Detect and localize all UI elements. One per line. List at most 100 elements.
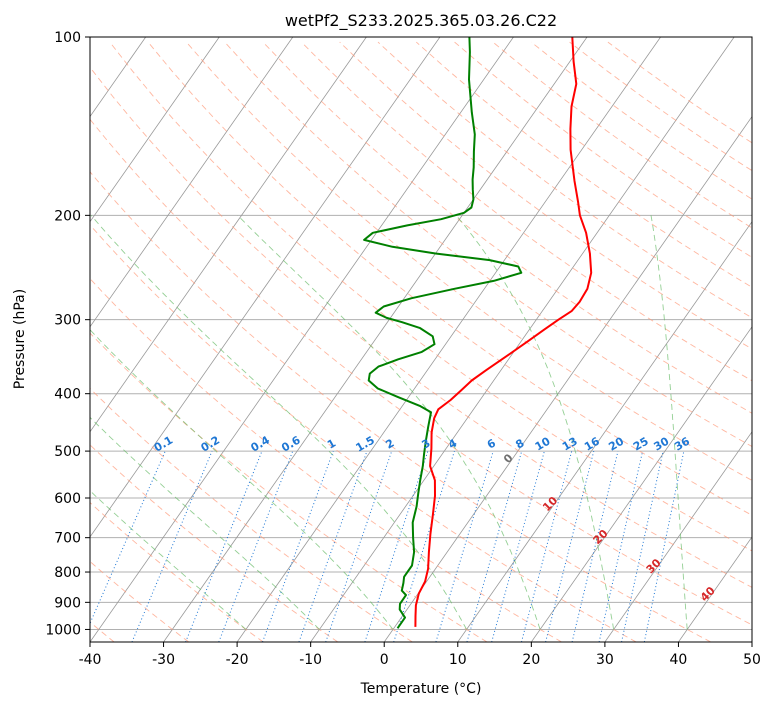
- x-axis: -40 -30 -20 -10 0 10 20 30 40 50: [79, 642, 761, 668]
- dry-adiabat-line: [90, 118, 752, 626]
- x-tick-label: 50: [743, 652, 761, 668]
- isotherm-line: [310, 37, 735, 642]
- x-tick-label: 10: [449, 652, 467, 668]
- x-tick-label: 40: [670, 652, 688, 668]
- chart-title: wetPf2_S233.2025.365.03.26.C22: [285, 11, 557, 31]
- dry-adiabat-line: [186, 41, 752, 481]
- dewpoint-profile-line: [363, 37, 523, 629]
- moist-adiabat-line: [90, 215, 467, 630]
- mixing-ratio-line: [491, 450, 545, 642]
- isotherm-line: [90, 37, 441, 538]
- line-labels: 0.10.20.40.611.52346810131620253036-100-…: [63, 418, 718, 604]
- dry-adiabat-line: [569, 41, 752, 172]
- mixing-ratio-line: [364, 450, 429, 642]
- isotherm-line: [531, 326, 752, 642]
- y-tick-label: 800: [54, 565, 81, 581]
- dry-adiabat-line: [90, 332, 488, 642]
- isotherm-line: [163, 37, 588, 642]
- dry-adiabat-line: [377, 41, 752, 319]
- y-tick-label: 200: [54, 208, 81, 224]
- x-tick-label: 20: [522, 652, 540, 668]
- y-tick-label: 1000: [45, 622, 81, 638]
- moist-adiabat-line: [455, 215, 615, 630]
- mixing-ratio-label: 8: [513, 437, 526, 452]
- dry-adiabat-label: -10: [63, 418, 86, 442]
- isotherm-line: [90, 37, 514, 642]
- temperature-profile-line: [414, 37, 593, 627]
- isotherm-line: [751, 641, 752, 642]
- dry-adiabat-line: [90, 501, 264, 642]
- x-tick-label: -30: [152, 652, 175, 668]
- isotherm-label: 10: [540, 494, 560, 514]
- isotherm-line: [457, 220, 752, 642]
- dry-adiabat-line: [301, 41, 752, 382]
- mixing-ratio-label: 4: [446, 436, 459, 451]
- background-lines: [0, 37, 773, 642]
- mixing-ratio-label: 2: [383, 437, 396, 452]
- plot-frame: [89, 36, 753, 643]
- dry-adiabat-line: [90, 444, 339, 642]
- dry-adiabat-line: [416, 41, 752, 288]
- x-axis-label: Temperature (°C): [360, 681, 482, 697]
- dry-adiabat-line: [90, 224, 637, 642]
- y-tick-label: 100: [54, 30, 81, 46]
- mixing-ratio-line: [545, 450, 595, 642]
- mixing-ratio-line: [218, 450, 294, 642]
- isotherm-label: 30: [644, 556, 664, 576]
- mixing-ratio-line: [262, 450, 334, 642]
- isotherm-label: 20: [591, 527, 611, 547]
- moist-adiabat-line: [90, 329, 394, 630]
- x-tick-label: -10: [299, 652, 322, 668]
- isotherm-line: [236, 37, 661, 642]
- dry-adiabat-line: [109, 41, 752, 552]
- dry-adiabat-line: [90, 171, 712, 642]
- mixing-ratio-line: [90, 450, 166, 625]
- dry-adiabat-line: [339, 41, 752, 350]
- y-axis-label: Pressure (hPa): [12, 289, 28, 389]
- mixing-ratio-line: [185, 450, 263, 642]
- isotherm-label: 0: [501, 451, 516, 466]
- x-tick-label: 30: [596, 652, 614, 668]
- dry-adiabat-line: [90, 560, 189, 642]
- mixing-ratio-line: [598, 450, 644, 642]
- y-tick-label: 400: [54, 387, 81, 403]
- isotherm-line: [604, 431, 752, 642]
- isotherm-line: [0, 37, 72, 642]
- y-tick-label: 900: [54, 595, 81, 611]
- isotherm-line: [90, 37, 367, 433]
- dry-adiabat-line: [147, 41, 752, 516]
- mixing-ratio-line: [571, 450, 619, 642]
- y-tick-label: 500: [54, 444, 81, 460]
- x-tick-label: 0: [380, 652, 389, 668]
- dry-adiabat-line: [90, 277, 562, 642]
- isotherm-line: [90, 37, 220, 223]
- isotherm-label: 40: [698, 584, 718, 604]
- mixing-ratio-line: [298, 450, 368, 642]
- mixing-ratio-line: [435, 450, 494, 642]
- mixing-ratio-line: [520, 450, 573, 642]
- y-axis: 100 200 300 400 500 600 700 800 900 1000: [45, 30, 90, 638]
- moist-adiabat-line: [237, 214, 541, 630]
- isotherm-line: [90, 37, 294, 328]
- mixing-ratio-line: [643, 451, 685, 642]
- dry-adiabat-line: [90, 66, 752, 588]
- y-tick-label: 300: [54, 313, 81, 329]
- dry-adiabat-line: [90, 387, 413, 642]
- dry-adiabat-line: [530, 41, 752, 200]
- mixing-ratio-label: 1: [325, 437, 338, 452]
- y-tick-label: 700: [54, 531, 81, 547]
- moist-adiabat-line: [90, 416, 320, 630]
- dry-adiabat-line: [262, 41, 752, 414]
- y-tick-label: 600: [54, 491, 81, 507]
- x-tick-label: -40: [79, 652, 102, 668]
- moist-adiabat-line: [650, 215, 688, 630]
- moist-adiabat-line: [90, 490, 247, 630]
- x-tick-label: -20: [226, 652, 249, 668]
- moist-adiabat-line: [760, 215, 773, 629]
- dry-adiabat-line: [454, 41, 752, 258]
- mixing-ratio-label: 6: [485, 436, 498, 451]
- isotherm-line: [383, 115, 752, 642]
- isotherm-line: [678, 536, 752, 642]
- mixing-ratio-line: [131, 450, 213, 642]
